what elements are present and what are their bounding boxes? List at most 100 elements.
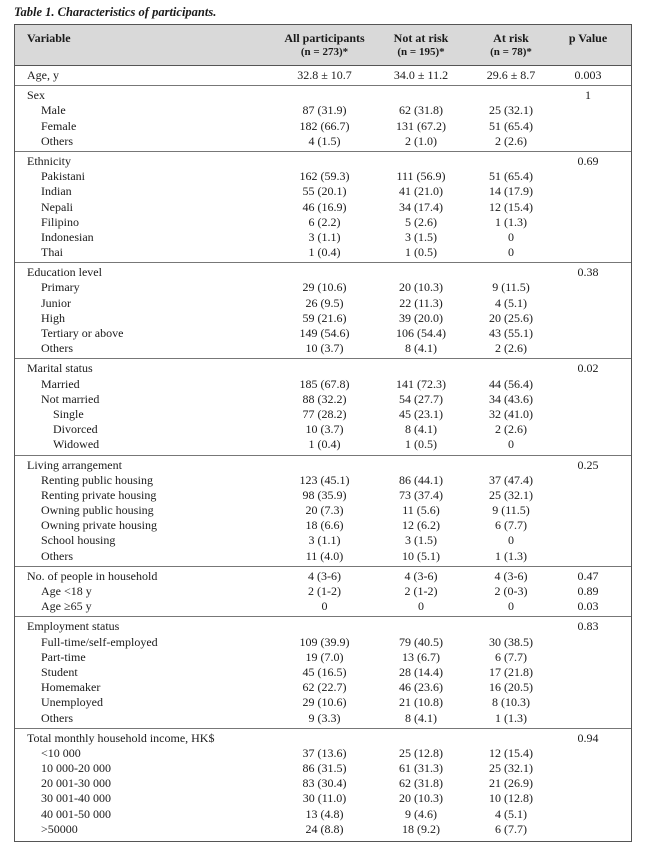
cell-all: 87 (31.9) — [302, 103, 347, 118]
cell-at-risk: 9 (11.5) — [492, 280, 530, 295]
cell-at-risk: 21 (26.9) — [489, 776, 533, 791]
row-label: Widowed — [53, 437, 100, 452]
row-label: Divorced — [53, 422, 98, 437]
table-caption: Table 1. Characteristics of participants… — [14, 5, 217, 19]
row-label: Tertiary or above — [41, 326, 124, 340]
table-section: Total monthly household income, HK$ 0.94 <… — [15, 727, 631, 839]
cell-not-at-risk: 5 (2.6) — [405, 214, 437, 229]
cell-at-risk: 1 (1.3) — [495, 214, 527, 229]
table-section: Employment status 0.83 Full-time/self-empl… — [15, 616, 631, 727]
cell-at-risk: 51 (65.4) — [489, 169, 533, 184]
section-title: Sex — [27, 88, 45, 103]
cell-not-at-risk: 13 (6.7) — [402, 649, 440, 664]
cell-p-value: 0.25 — [577, 457, 599, 472]
cell-at-risk: 4 (5.1) — [495, 806, 527, 821]
row-label: 10 000-20 000 — [41, 761, 111, 776]
table-section: Living arrangement 0.25 Renting public hou… — [15, 454, 631, 566]
row-label: Indian — [41, 184, 72, 199]
cell-not-at-risk: 2 (1.0) — [405, 133, 437, 148]
cell-not-at-risk: 21 (10.8) — [399, 695, 443, 710]
table-row: Widowed 1 (0.4) 1 (0.5) 0 — [15, 437, 631, 452]
cell-at-risk: 25 (32.1) — [489, 761, 533, 776]
cell-all: 24 (8.8) — [305, 821, 344, 836]
characteristics-table: Variable All participants (n = 273)* Not… — [14, 24, 632, 842]
cell-all: 88 (32.2) — [302, 391, 347, 406]
cell-all: 62 (22.7) — [302, 680, 347, 695]
cell-p-value: 0.02 — [577, 361, 599, 376]
cell-all: 98 (35.9) — [302, 487, 347, 502]
table-row: School housing 3 (1.1) 3 (1.5) 0 — [15, 533, 631, 548]
row-label: Part-time — [41, 649, 86, 664]
row-label: Thai — [41, 245, 63, 260]
cell-all: 4 (3-6) — [308, 568, 341, 583]
cell-not-at-risk: 4 (3-6) — [404, 568, 438, 583]
cell-all: 26 (9.5) — [305, 295, 344, 310]
section-title: Education level — [27, 265, 102, 280]
cell-not-at-risk: 25 (12.8) — [399, 745, 443, 760]
cell-not-at-risk: 9 (4.6) — [405, 806, 437, 821]
row-label: <10 000 — [41, 745, 81, 760]
cell-all: 123 (45.1) — [299, 472, 350, 487]
header-not-at-risk: Not at risk (n = 195)* — [372, 31, 470, 59]
cell-p-value: 0.69 — [577, 153, 599, 168]
cell-at-risk: 14 (17.9) — [489, 184, 533, 199]
cell-all: 6 (2.2) — [308, 214, 341, 229]
section-title-row: Employment status 0.83 — [15, 619, 631, 634]
table-row: Full-time/self-employed 109 (39.9) 79 (40.… — [15, 635, 631, 650]
cell-not-at-risk: 8 (4.1) — [405, 341, 437, 356]
table-row: Single 77 (28.2) 45 (23.1) 32 (41.0) — [15, 407, 631, 422]
table-row: Homemaker 62 (22.7) 46 (23.6) 16 (20.5) — [15, 680, 631, 695]
cell-at-risk: 16 (20.5) — [489, 680, 533, 695]
cell-at-risk: 32 (41.0) — [489, 406, 533, 421]
row-label: Not married — [41, 391, 100, 406]
row-label: Others — [41, 341, 73, 356]
header-atrisk-n: (n = 78)* — [490, 46, 532, 58]
cell-all: 1 (0.4) — [308, 437, 341, 452]
cell-all: 59 (21.6) — [302, 310, 347, 325]
table-section: No. of people in household 4 (3-6) 4 (3-6)… — [15, 565, 631, 617]
cell-at-risk: 29.6 ± 8.7 — [486, 68, 536, 82]
table-body: Age, y 32.8 ± 10.7 34.0 ± 11.2 29.6 ± 8.7 0.… — [15, 66, 631, 839]
row-label: Renting public housing — [41, 472, 153, 487]
cell-at-risk: 10 (12.8) — [489, 791, 533, 806]
cell-at-risk: 1 (1.3) — [495, 710, 527, 725]
section-title-row: Ethnicity 0.69 — [15, 154, 631, 169]
cell-all: 29 (10.6) — [302, 280, 347, 295]
cell-all: 86 (31.5) — [302, 761, 347, 776]
cell-not-at-risk: 10 (5.1) — [402, 548, 440, 563]
table-row: <10 000 37 (13.6) 25 (12.8) 12 (15.4) — [15, 746, 631, 761]
cell-not-at-risk: 12 (6.2) — [402, 518, 440, 533]
section-title: Total monthly household income, HK$ — [27, 730, 215, 745]
cell-not-at-risk: 39 (20.0) — [399, 310, 443, 325]
cell-not-at-risk: 54 (27.7) — [399, 391, 443, 406]
cell-not-at-risk: 0 — [418, 599, 424, 614]
cell-at-risk: 4 (5.1) — [495, 295, 527, 310]
cell-not-at-risk: 22 (11.3) — [399, 295, 443, 310]
cell-p-value: 0.003 — [574, 68, 602, 82]
cell-at-risk: 0 — [508, 229, 514, 244]
row-label: High — [41, 310, 65, 325]
table-row: Female 182 (66.7) 131 (67.2) 51 (65.4) — [15, 119, 631, 134]
cell-all: 45 (16.5) — [302, 664, 347, 679]
cell-not-at-risk: 3 (1.5) — [405, 533, 437, 548]
row-label: Full-time/self-employed — [41, 634, 158, 649]
cell-all: 3 (1.1) — [308, 229, 341, 244]
cell-not-at-risk: 141 (72.3) — [396, 376, 446, 391]
row-label: Filipino — [41, 214, 80, 229]
cell-not-at-risk: 11 (5.6) — [402, 503, 440, 518]
table-section: Education level 0.38 Primary 29 (10.6) 20 (1… — [15, 262, 631, 358]
cell-at-risk: 6 (7.7) — [495, 649, 527, 664]
cell-p-value: 0.83 — [577, 619, 599, 634]
cell-not-at-risk: 131 (67.2) — [396, 118, 446, 133]
row-label: Owning public housing — [41, 503, 154, 518]
header-atrisk-title: At risk — [493, 31, 529, 45]
cell-all: 55 (20.1) — [302, 184, 347, 199]
cell-not-at-risk: 41 (21.0) — [399, 184, 443, 199]
header-p-value: p Value — [568, 31, 608, 45]
section-title-row: Total monthly household income, HK$ 0.94 — [15, 731, 631, 746]
section-title: No. of people in household — [27, 568, 158, 583]
section-title-row: Sex 1 — [15, 88, 631, 103]
cell-at-risk: 9 (11.5) — [492, 503, 530, 518]
cell-not-at-risk: 62 (31.8) — [399, 103, 443, 118]
cell-all: 2 (1-2) — [308, 584, 341, 598]
